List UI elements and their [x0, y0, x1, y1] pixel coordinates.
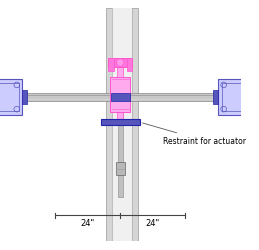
Bar: [117, 68, 123, 77]
Bar: [108, 59, 132, 68]
Bar: [101, 120, 140, 126]
Bar: [118, 101, 123, 197]
Bar: [111, 94, 130, 101]
Text: Load cell: Load cell: [0, 249, 1, 250]
Bar: [22, 91, 27, 104]
Bar: [112, 8, 132, 241]
Bar: [127, 59, 132, 72]
Bar: [108, 59, 114, 72]
Bar: [222, 84, 248, 112]
Bar: [110, 77, 131, 112]
Bar: [106, 8, 138, 241]
Bar: [0, 84, 19, 112]
Bar: [117, 112, 123, 120]
Text: 24": 24": [81, 218, 95, 227]
Text: 24": 24": [146, 218, 160, 227]
Circle shape: [117, 60, 124, 67]
Bar: [218, 80, 251, 115]
Bar: [19, 94, 222, 101]
Bar: [0, 80, 22, 115]
Text: Restraint for actuator: Restraint for actuator: [142, 124, 246, 146]
Bar: [116, 162, 125, 175]
Bar: [213, 91, 218, 104]
